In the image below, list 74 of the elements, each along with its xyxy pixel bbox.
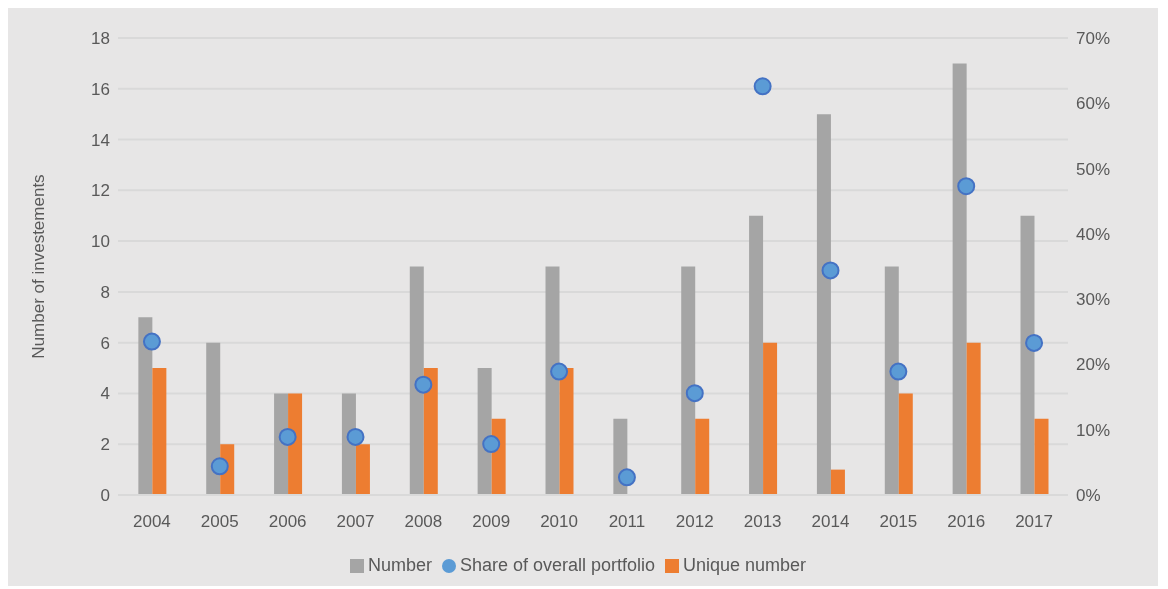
point [278,427,297,446]
x-tick-label: 2006 [268,512,307,532]
bar [206,342,221,495]
legend-label: Number [367,555,432,575]
x-tick-label: 2007 [336,512,375,532]
point [550,362,569,381]
x-tick-label: 2016 [947,512,986,532]
y2-tick-label: 0% [1076,486,1101,506]
bar [749,215,764,495]
bar [816,114,831,495]
bar [1020,215,1035,495]
x-tick-label: 2014 [811,512,850,532]
x-tick-label: 2012 [675,512,714,532]
y-tick-label: 4 [100,384,110,404]
point [685,384,704,403]
x-tick-label: 2004 [133,512,171,532]
y-tick-label: 16 [91,79,110,99]
point [821,261,840,280]
point [210,457,229,476]
bar [409,266,424,495]
x-tick-label: 2008 [404,512,443,532]
bar [288,393,303,495]
point [617,468,636,487]
bar [681,266,696,495]
y-tick-label: 6 [100,333,110,353]
x-tick-label: 2015 [879,512,918,532]
x-tick-label: 2009 [472,512,511,532]
y-tick-label: 10 [91,232,110,252]
y2-tick-label: 20% [1076,355,1111,375]
y2-tick-label: 40% [1076,224,1111,244]
y-tick-label: 12 [91,181,110,201]
y-axis-title: Number of investements [29,174,49,359]
x-tick-label: 2005 [200,512,239,532]
bar [884,266,899,495]
legend-label: Unique number [683,555,807,575]
bar [898,393,913,495]
bar [152,368,167,495]
y-tick-label: 18 [91,29,110,49]
x-tick-label: 2010 [540,512,578,532]
y2-tick-label: 50% [1076,159,1111,179]
bar [695,418,710,495]
bar [545,266,560,495]
y-tick-label: 2 [100,435,110,455]
y2-tick-label: 10% [1076,420,1111,440]
y-tick-label: 8 [100,282,110,302]
y-tick-label: 14 [91,130,110,150]
bar [559,368,574,495]
bar [423,368,438,495]
point [889,362,908,381]
point [414,375,433,394]
point [142,332,161,351]
point [753,77,772,96]
y2-tick-label: 60% [1076,94,1111,114]
bar [341,393,356,495]
point [482,435,501,454]
bar [966,342,981,495]
point [346,427,365,446]
point [957,177,976,196]
x-tick-label: 2011 [608,512,646,532]
y2-tick-label: 70% [1076,29,1111,49]
bar [138,317,153,495]
x-tick-label: 2017 [1015,512,1053,532]
bar [830,469,845,495]
point [1025,333,1044,352]
bar [477,368,492,495]
bar [1034,418,1049,495]
legend-label: Share of overall portfolio [459,555,656,575]
bar [355,444,370,495]
bar [952,63,967,495]
y-tick-label: 0 [100,486,110,506]
bar [763,342,778,495]
bar [274,393,289,495]
x-tick-label: 2013 [743,512,782,532]
y2-tick-label: 30% [1076,290,1111,310]
